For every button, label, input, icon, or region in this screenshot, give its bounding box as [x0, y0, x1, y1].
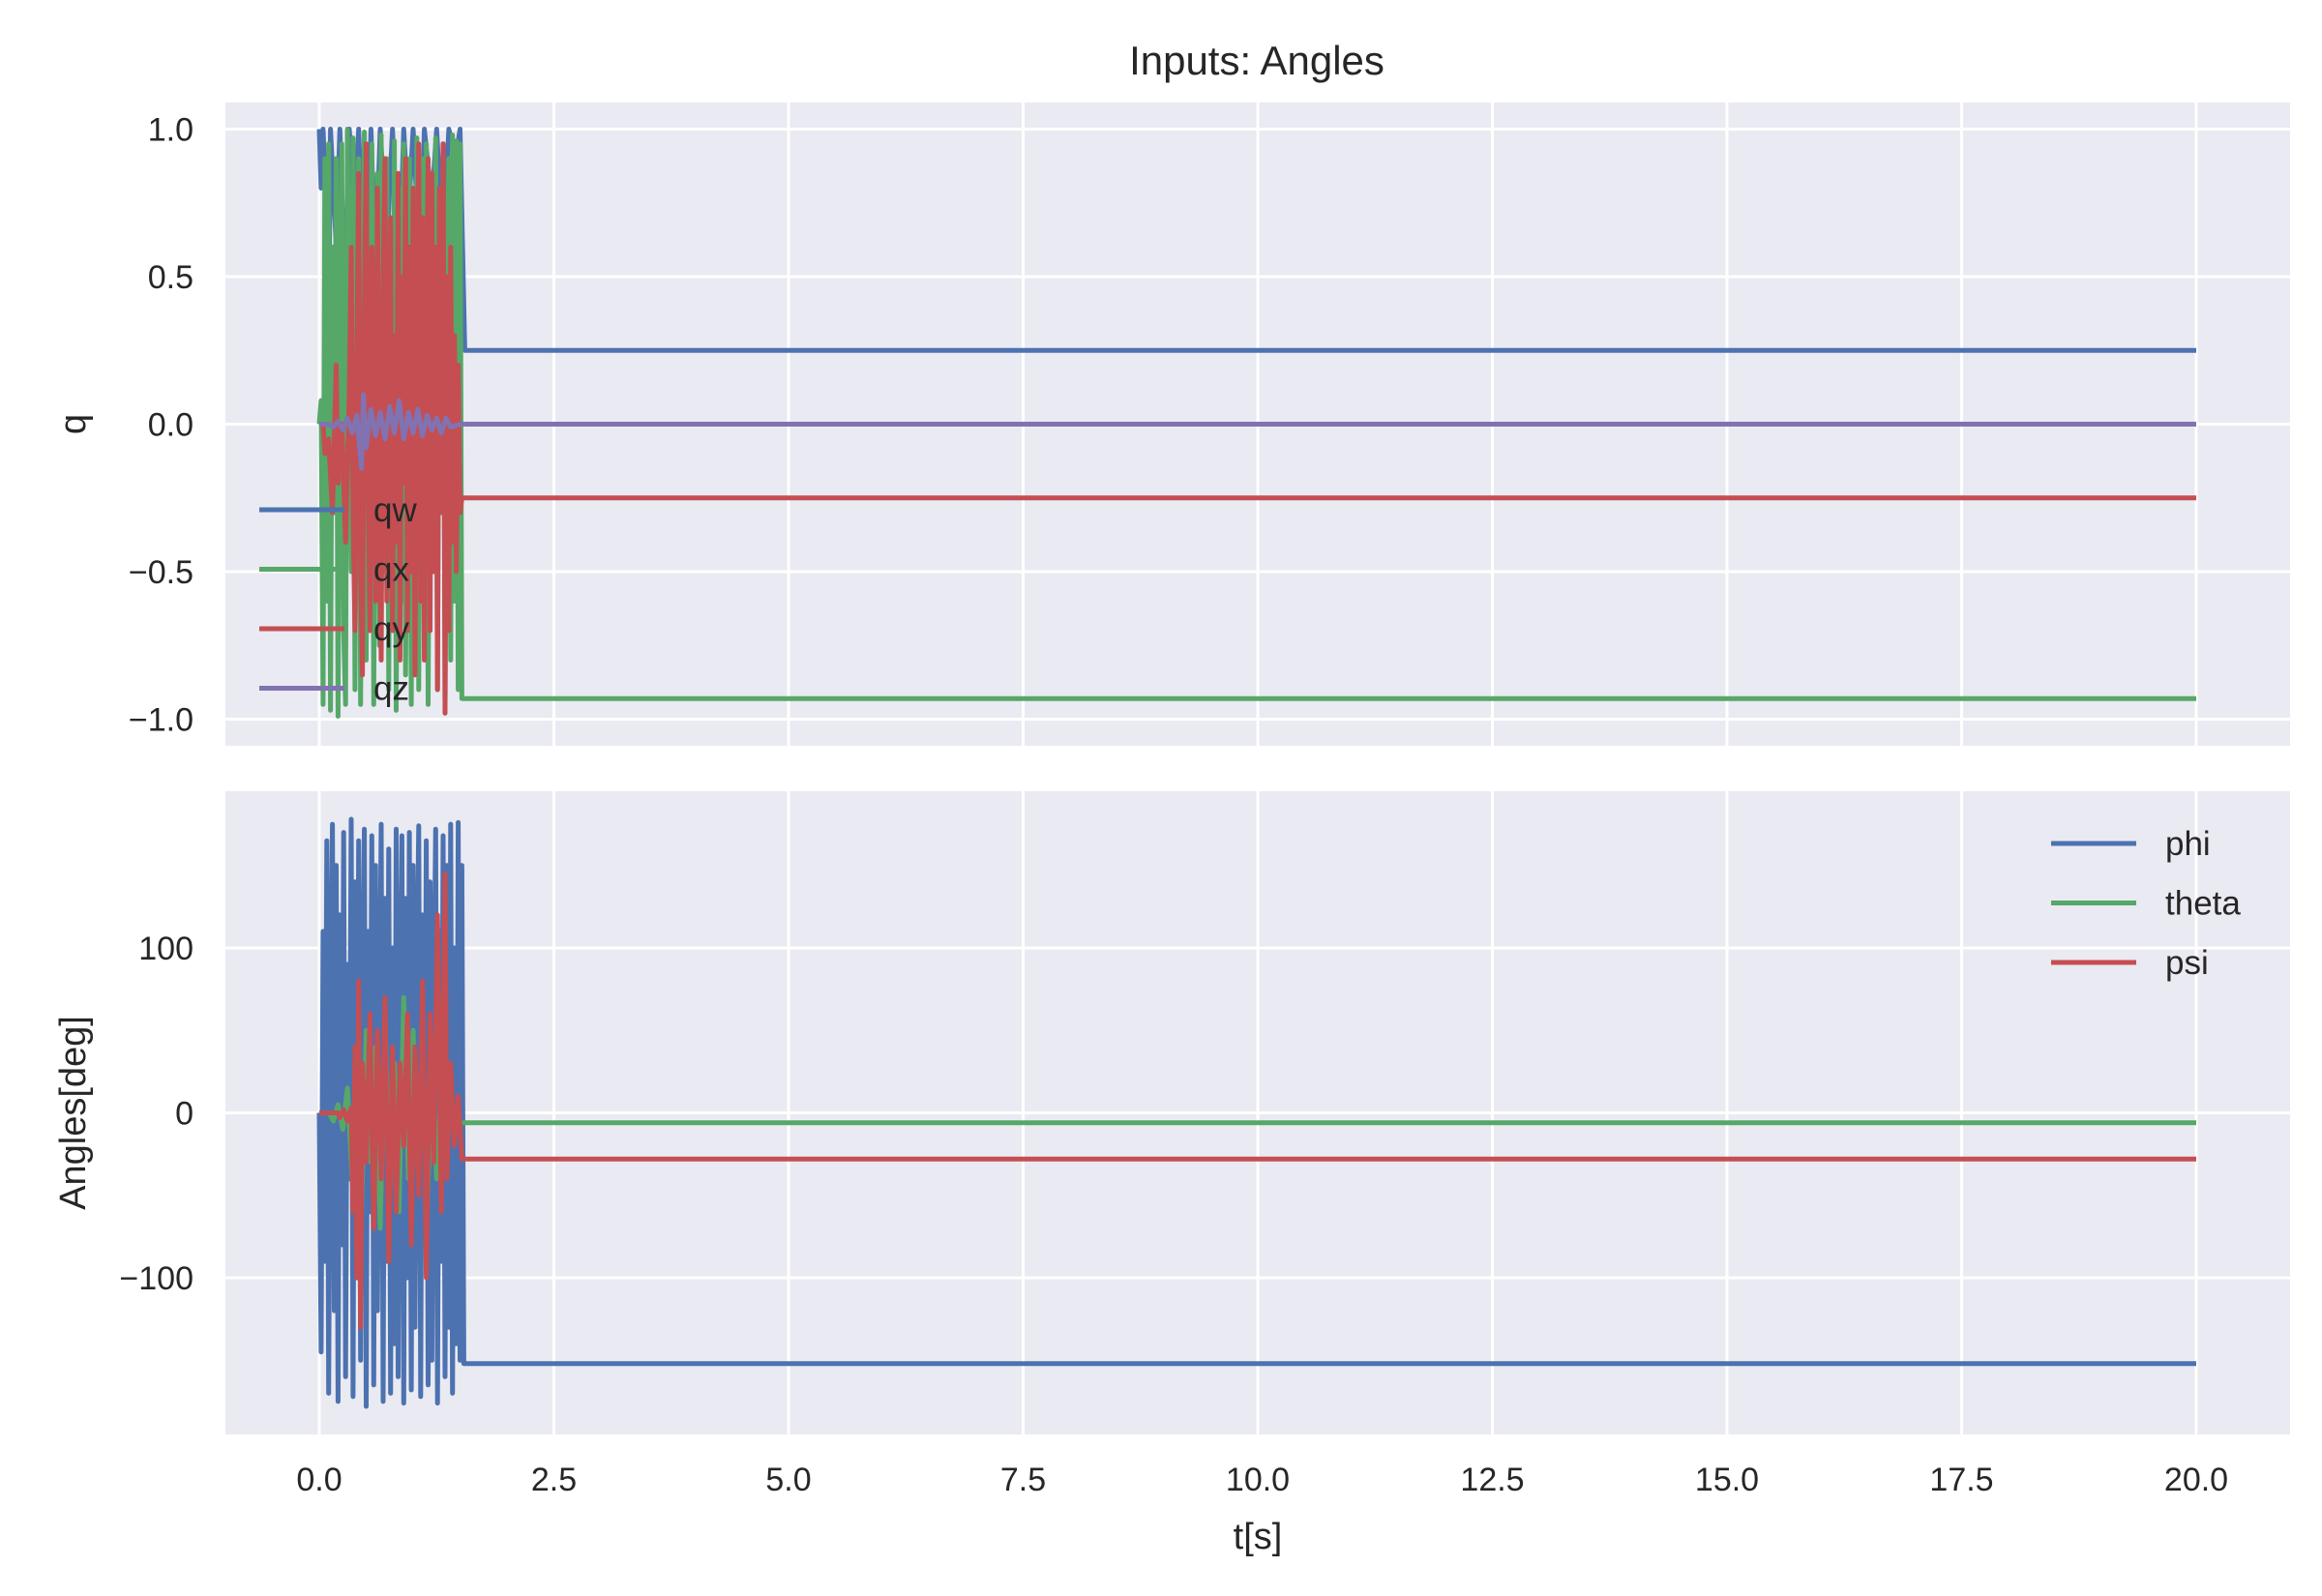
- y-tick-label: 0.5: [148, 259, 194, 296]
- x-tick-label: 0.0: [296, 1462, 342, 1498]
- x-tick-label: 7.5: [1000, 1462, 1046, 1498]
- y-tick-label: 0: [175, 1096, 194, 1133]
- y-tick-label: 0.0: [148, 407, 194, 444]
- x-axis-label: t[s]: [1234, 1517, 1283, 1557]
- legend-label-qy: qy: [373, 610, 409, 648]
- x-tick-label: 5.0: [765, 1462, 811, 1498]
- legend-label-qx: qx: [373, 551, 409, 589]
- x-tick-label: 2.5: [531, 1462, 577, 1498]
- quaternion-subplot: −1.0 −0.5 0.0 0.5 1.0 q qw qx qy qz: [53, 103, 2290, 746]
- series-line-qz: [319, 392, 2196, 471]
- y-axis-label: Angles[deg]: [53, 1016, 94, 1210]
- series-line-phi: [316, 816, 2196, 1409]
- x-tick-label: 20.0: [2164, 1462, 2228, 1498]
- series-group: [316, 816, 2196, 1409]
- figure-title: Inputs: Angles: [1129, 38, 1384, 83]
- y-tick-label: −0.5: [129, 554, 194, 591]
- series-group: [316, 127, 2196, 719]
- y-tick-label: 1.0: [148, 111, 194, 148]
- y-tick-label: −1.0: [129, 702, 194, 739]
- legend-label-psi: psi: [2165, 944, 2209, 982]
- series-line-psi: [319, 871, 2196, 1330]
- euler-angles-subplot: −100 0 100 0.0 2.5 5.0 7.5 10.0 12.5 15.0 17.5 20.0…: [53, 791, 2290, 1557]
- legend-label-qw: qw: [373, 491, 417, 529]
- legend: phi theta psi: [2051, 825, 2241, 982]
- legend: qw qx qy qz: [259, 491, 417, 708]
- x-tick-label: 15.0: [1695, 1462, 1759, 1498]
- series-line-qy: [319, 141, 2196, 716]
- legend-label-theta: theta: [2165, 885, 2241, 923]
- x-tick-label: 12.5: [1460, 1462, 1524, 1498]
- y-tick-label: −100: [119, 1260, 194, 1297]
- x-tick-label: 10.0: [1226, 1462, 1290, 1498]
- legend-label-phi: phi: [2165, 825, 2211, 863]
- legend-label-qz: qz: [373, 670, 409, 708]
- y-tick-label: 100: [138, 931, 194, 967]
- y-axis-label: q: [53, 414, 94, 434]
- x-tick-label: 17.5: [1929, 1462, 1993, 1498]
